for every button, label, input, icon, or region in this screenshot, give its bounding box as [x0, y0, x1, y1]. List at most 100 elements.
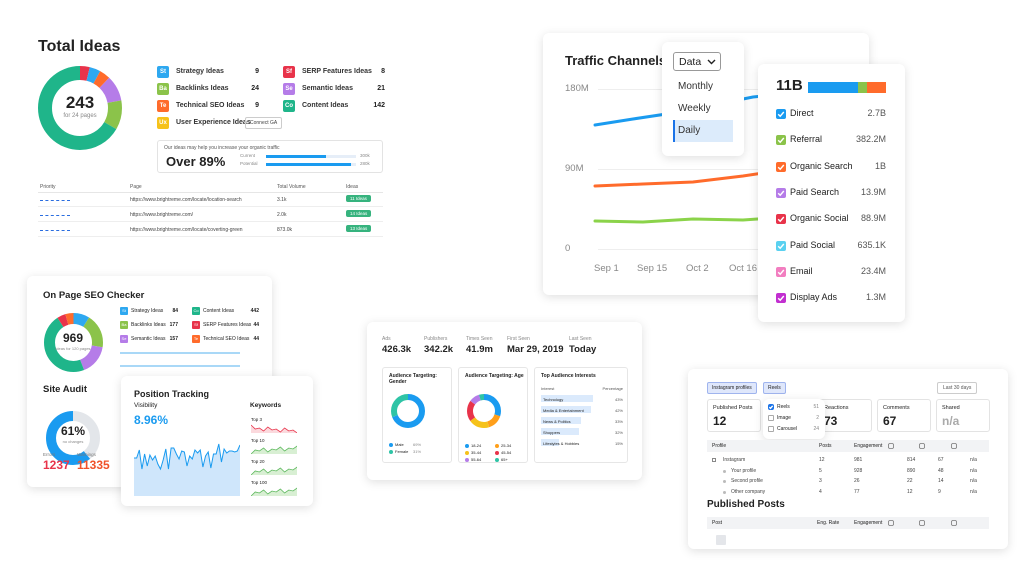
donut: [391, 394, 425, 428]
idea-badge: St: [157, 66, 169, 78]
period-button[interactable]: Last 30 days: [937, 382, 978, 394]
idea-label: SERP Features Ideas: [203, 322, 252, 328]
idea-badge: St: [120, 307, 128, 315]
filter-chip[interactable]: Instagram profiles: [707, 382, 757, 394]
icon-shape: [951, 520, 957, 526]
idea-badge: Co: [192, 307, 200, 315]
idea-badge: Co: [283, 100, 295, 112]
table-header: Engagement: [854, 520, 883, 526]
volume: 3.1k: [277, 197, 287, 203]
metric-value: 67: [883, 414, 897, 428]
chevron: [707, 59, 716, 65]
sparkline-line: [251, 424, 297, 433]
idea-count: 44: [253, 322, 259, 328]
volume: 873.0k: [277, 227, 293, 233]
channel-value: 13.9M: [860, 186, 886, 197]
checkbox: [776, 240, 786, 251]
interest-value: 33%: [614, 418, 623, 424]
priority-link: [40, 200, 70, 201]
traffic-box: Our ideas may help you increase your org…: [157, 140, 383, 173]
metric-value: 12: [713, 414, 727, 428]
interest-bar: [541, 395, 593, 402]
subcard-title: Audience Targeting: Gender: [389, 373, 437, 385]
card-title: Traffic Channels: [565, 53, 667, 68]
legend-label: 55-64: [471, 457, 482, 462]
x-label: Oct 16: [729, 263, 757, 274]
donut-segment: [467, 394, 501, 428]
channel-name: Referral: [790, 134, 823, 145]
metric-value: 73: [824, 414, 838, 428]
table-cell: 22: [907, 478, 913, 484]
table-cell: 26: [854, 478, 860, 484]
legend-label: 35-44: [471, 450, 482, 455]
sparkline-line: [251, 445, 297, 454]
check-icon: [777, 269, 785, 276]
interest-label: News & Politics: [543, 418, 571, 424]
interest-value: 43%: [614, 396, 623, 402]
sparkline: [251, 487, 297, 496]
donut-caption: ideas for 120 pages: [55, 346, 91, 351]
metric-label: Times Seen: [466, 336, 493, 342]
dropdown-option[interactable]: Monthly: [678, 81, 714, 92]
metric-value: Mar 29, 2019: [507, 344, 564, 355]
dropdown-card: Data Monthly Weekly Daily: [662, 42, 744, 156]
legend-label: 65+: [501, 457, 508, 462]
bar-fill: [266, 163, 351, 166]
donut-segment: [46, 411, 100, 465]
metric-value: 426.3k: [382, 344, 412, 355]
profile-name: Second profile: [731, 478, 763, 484]
bar-label: Current: [240, 153, 256, 158]
donut-segment: [43, 312, 103, 372]
checkbox: [768, 415, 774, 421]
check-icon: [777, 164, 785, 170]
menu-label: Carousel: [777, 426, 798, 432]
legend-dot: [495, 451, 499, 455]
table-cell: 12: [907, 488, 913, 495]
icon-shape: [919, 520, 925, 526]
warnings-value: 11335: [77, 458, 110, 472]
interest-label: Shoppers: [543, 429, 561, 435]
stack-bar: [867, 82, 886, 93]
table-cell: 4: [819, 488, 822, 495]
subcard-title: Audience Targeting: Age: [465, 373, 524, 379]
table-cell: n/a: [970, 488, 977, 495]
traffic-headline: Over 89%: [166, 154, 226, 169]
dropdown-option[interactable]: Weekly: [678, 103, 711, 114]
connect-button[interactable]: Connect GA: [245, 117, 283, 129]
interest-value: 42%: [614, 407, 623, 413]
idea-count: 442: [250, 308, 259, 314]
channel-name: Organic Search: [790, 160, 853, 171]
filter-chip[interactable]: Reels: [763, 382, 786, 394]
idea-badge: Ux: [157, 117, 169, 129]
page-url: https://www.brightreme.com/locate/locati…: [130, 197, 242, 203]
y-label: 180M: [565, 83, 589, 94]
checkbox: [776, 187, 786, 198]
sparkline-fill: [251, 425, 297, 433]
channel-value: 382.2M: [855, 134, 886, 145]
dropdown-select[interactable]: Data: [673, 52, 721, 71]
metric-label: Reactions: [824, 405, 849, 411]
idea-label: Strategy Ideas: [176, 68, 224, 75]
checkbox: [768, 404, 774, 410]
table-header-bg: [707, 517, 989, 529]
visibility-value: 8.96%: [134, 413, 169, 427]
metric-box: Comments 67: [877, 399, 931, 432]
channel-value: 2.7B: [867, 108, 886, 118]
menu-count: 24: [813, 426, 819, 432]
idea-label: Technical SEO Ideas: [176, 102, 245, 109]
header-icon: [888, 520, 894, 526]
metric-label: Comments: [883, 405, 910, 411]
sparkline: [251, 445, 297, 454]
idea-label: Semantic Ideas: [131, 336, 166, 342]
table-header-bg: [707, 440, 989, 452]
gender-card: Audience Targeting: Gender Male 69% Female 3…: [382, 367, 452, 463]
dropdown-option[interactable]: Daily: [678, 125, 701, 136]
idea-count: 9: [255, 102, 259, 109]
idea-badge: Se: [283, 83, 295, 95]
row-divider: [38, 192, 383, 193]
metric-label: First Seen: [507, 336, 530, 342]
stack-bar: [808, 82, 858, 93]
check-icon: [777, 295, 785, 302]
keyword-group: Top 3: [251, 417, 263, 422]
idea-count: 177: [169, 322, 178, 328]
